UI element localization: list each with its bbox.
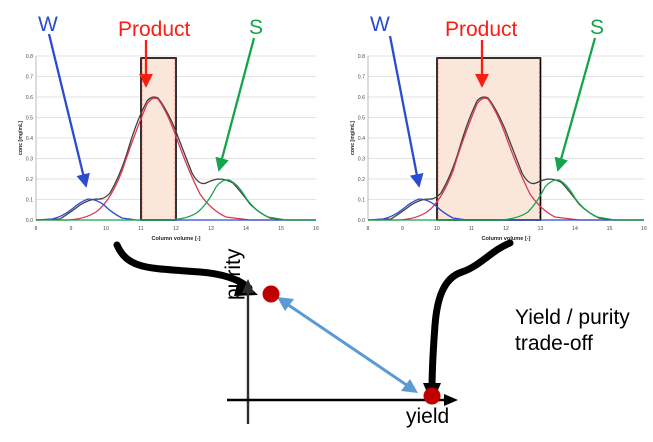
arrow-weak-impurity — [388, 35, 424, 188]
y-axis-title: conc [mg/mL] — [18, 121, 24, 155]
collection-window-box — [436, 57, 542, 221]
svg-text:15: 15 — [607, 226, 613, 232]
svg-text:0.5: 0.5 — [358, 116, 365, 122]
svg-text:9: 9 — [401, 226, 404, 232]
svg-text:0.3: 0.3 — [358, 157, 365, 163]
arrow-strong-impurity — [554, 37, 597, 172]
curve-total — [367, 96, 644, 221]
svg-text:8: 8 — [367, 226, 370, 232]
svg-text:0.0: 0.0 — [358, 218, 365, 224]
caption-line-2: trade-off — [515, 332, 593, 355]
svg-text:0.1: 0.1 — [358, 198, 365, 204]
y-axis-title: conc [mg/mL] — [350, 121, 356, 155]
label-product: Product — [118, 18, 191, 41]
svg-text:0.7: 0.7 — [26, 75, 33, 81]
label-weak-impurity: W — [38, 13, 58, 36]
svg-text:16: 16 — [641, 226, 647, 232]
svg-text:12: 12 — [173, 226, 179, 232]
svg-text:10: 10 — [103, 226, 109, 232]
svg-text:15: 15 — [278, 226, 284, 232]
svg-text:0.4: 0.4 — [358, 136, 365, 142]
tradeoff-point-wide-cut[interactable] — [423, 387, 441, 405]
x-axis-title: Column volume [-] — [481, 236, 530, 242]
arrow-wide-to-point — [423, 239, 514, 404]
svg-text:12: 12 — [503, 226, 509, 232]
svg-text:16: 16 — [313, 226, 319, 232]
label-strong-impurity: S — [590, 16, 605, 39]
svg-text:0.7: 0.7 — [358, 75, 365, 81]
svg-text:0.8: 0.8 — [26, 54, 33, 60]
arrow-weak-impurity — [47, 33, 90, 188]
tradeoff-y-axis-label: purity — [222, 248, 245, 300]
svg-text:0.5: 0.5 — [26, 116, 33, 122]
curve-product — [368, 97, 644, 221]
x-axis-title: Column volume [-] — [151, 236, 200, 242]
svg-text:0.8: 0.8 — [358, 54, 365, 60]
tradeoff-x-axis-label: yield — [406, 405, 450, 428]
curve-strong-impurity — [368, 179, 644, 221]
label-strong-impurity: S — [249, 16, 264, 39]
svg-text:0.3: 0.3 — [26, 157, 33, 163]
label-product: Product — [445, 18, 518, 41]
curve-weak-impurity — [35, 198, 316, 221]
svg-text:13: 13 — [538, 226, 544, 232]
svg-text:0.6: 0.6 — [26, 95, 33, 101]
svg-text:0.1: 0.1 — [26, 198, 33, 204]
arrow-strong-impurity — [215, 37, 256, 172]
svg-text:0.6: 0.6 — [358, 95, 365, 101]
curve-strong-impurity — [36, 179, 316, 221]
curve-weak-impurity — [367, 198, 644, 221]
label-weak-impurity: W — [370, 13, 390, 36]
chromatogram-narrow-cut: W Product S — [0, 0, 330, 250]
svg-text:0.0: 0.0 — [26, 218, 33, 224]
svg-text:9: 9 — [70, 226, 73, 232]
chromatogram-wide-cut: W Product S — [330, 0, 653, 250]
svg-text:13: 13 — [208, 226, 214, 232]
svg-text:11: 11 — [138, 226, 143, 232]
svg-text:11: 11 — [469, 226, 474, 232]
tradeoff-axes — [227, 279, 458, 424]
svg-text:0.4: 0.4 — [26, 136, 33, 142]
svg-text:14: 14 — [243, 226, 249, 232]
svg-text:14: 14 — [572, 226, 578, 232]
svg-text:0.2: 0.2 — [358, 177, 365, 183]
caption-line-1: Yield / purity — [515, 306, 630, 329]
curve-product — [36, 97, 316, 221]
svg-text:0.2: 0.2 — [26, 177, 33, 183]
tradeoff-arrow — [277, 297, 418, 393]
svg-text:8: 8 — [35, 226, 38, 232]
tradeoff-point-narrow-cut[interactable] — [262, 285, 280, 303]
svg-text:10: 10 — [434, 226, 440, 232]
